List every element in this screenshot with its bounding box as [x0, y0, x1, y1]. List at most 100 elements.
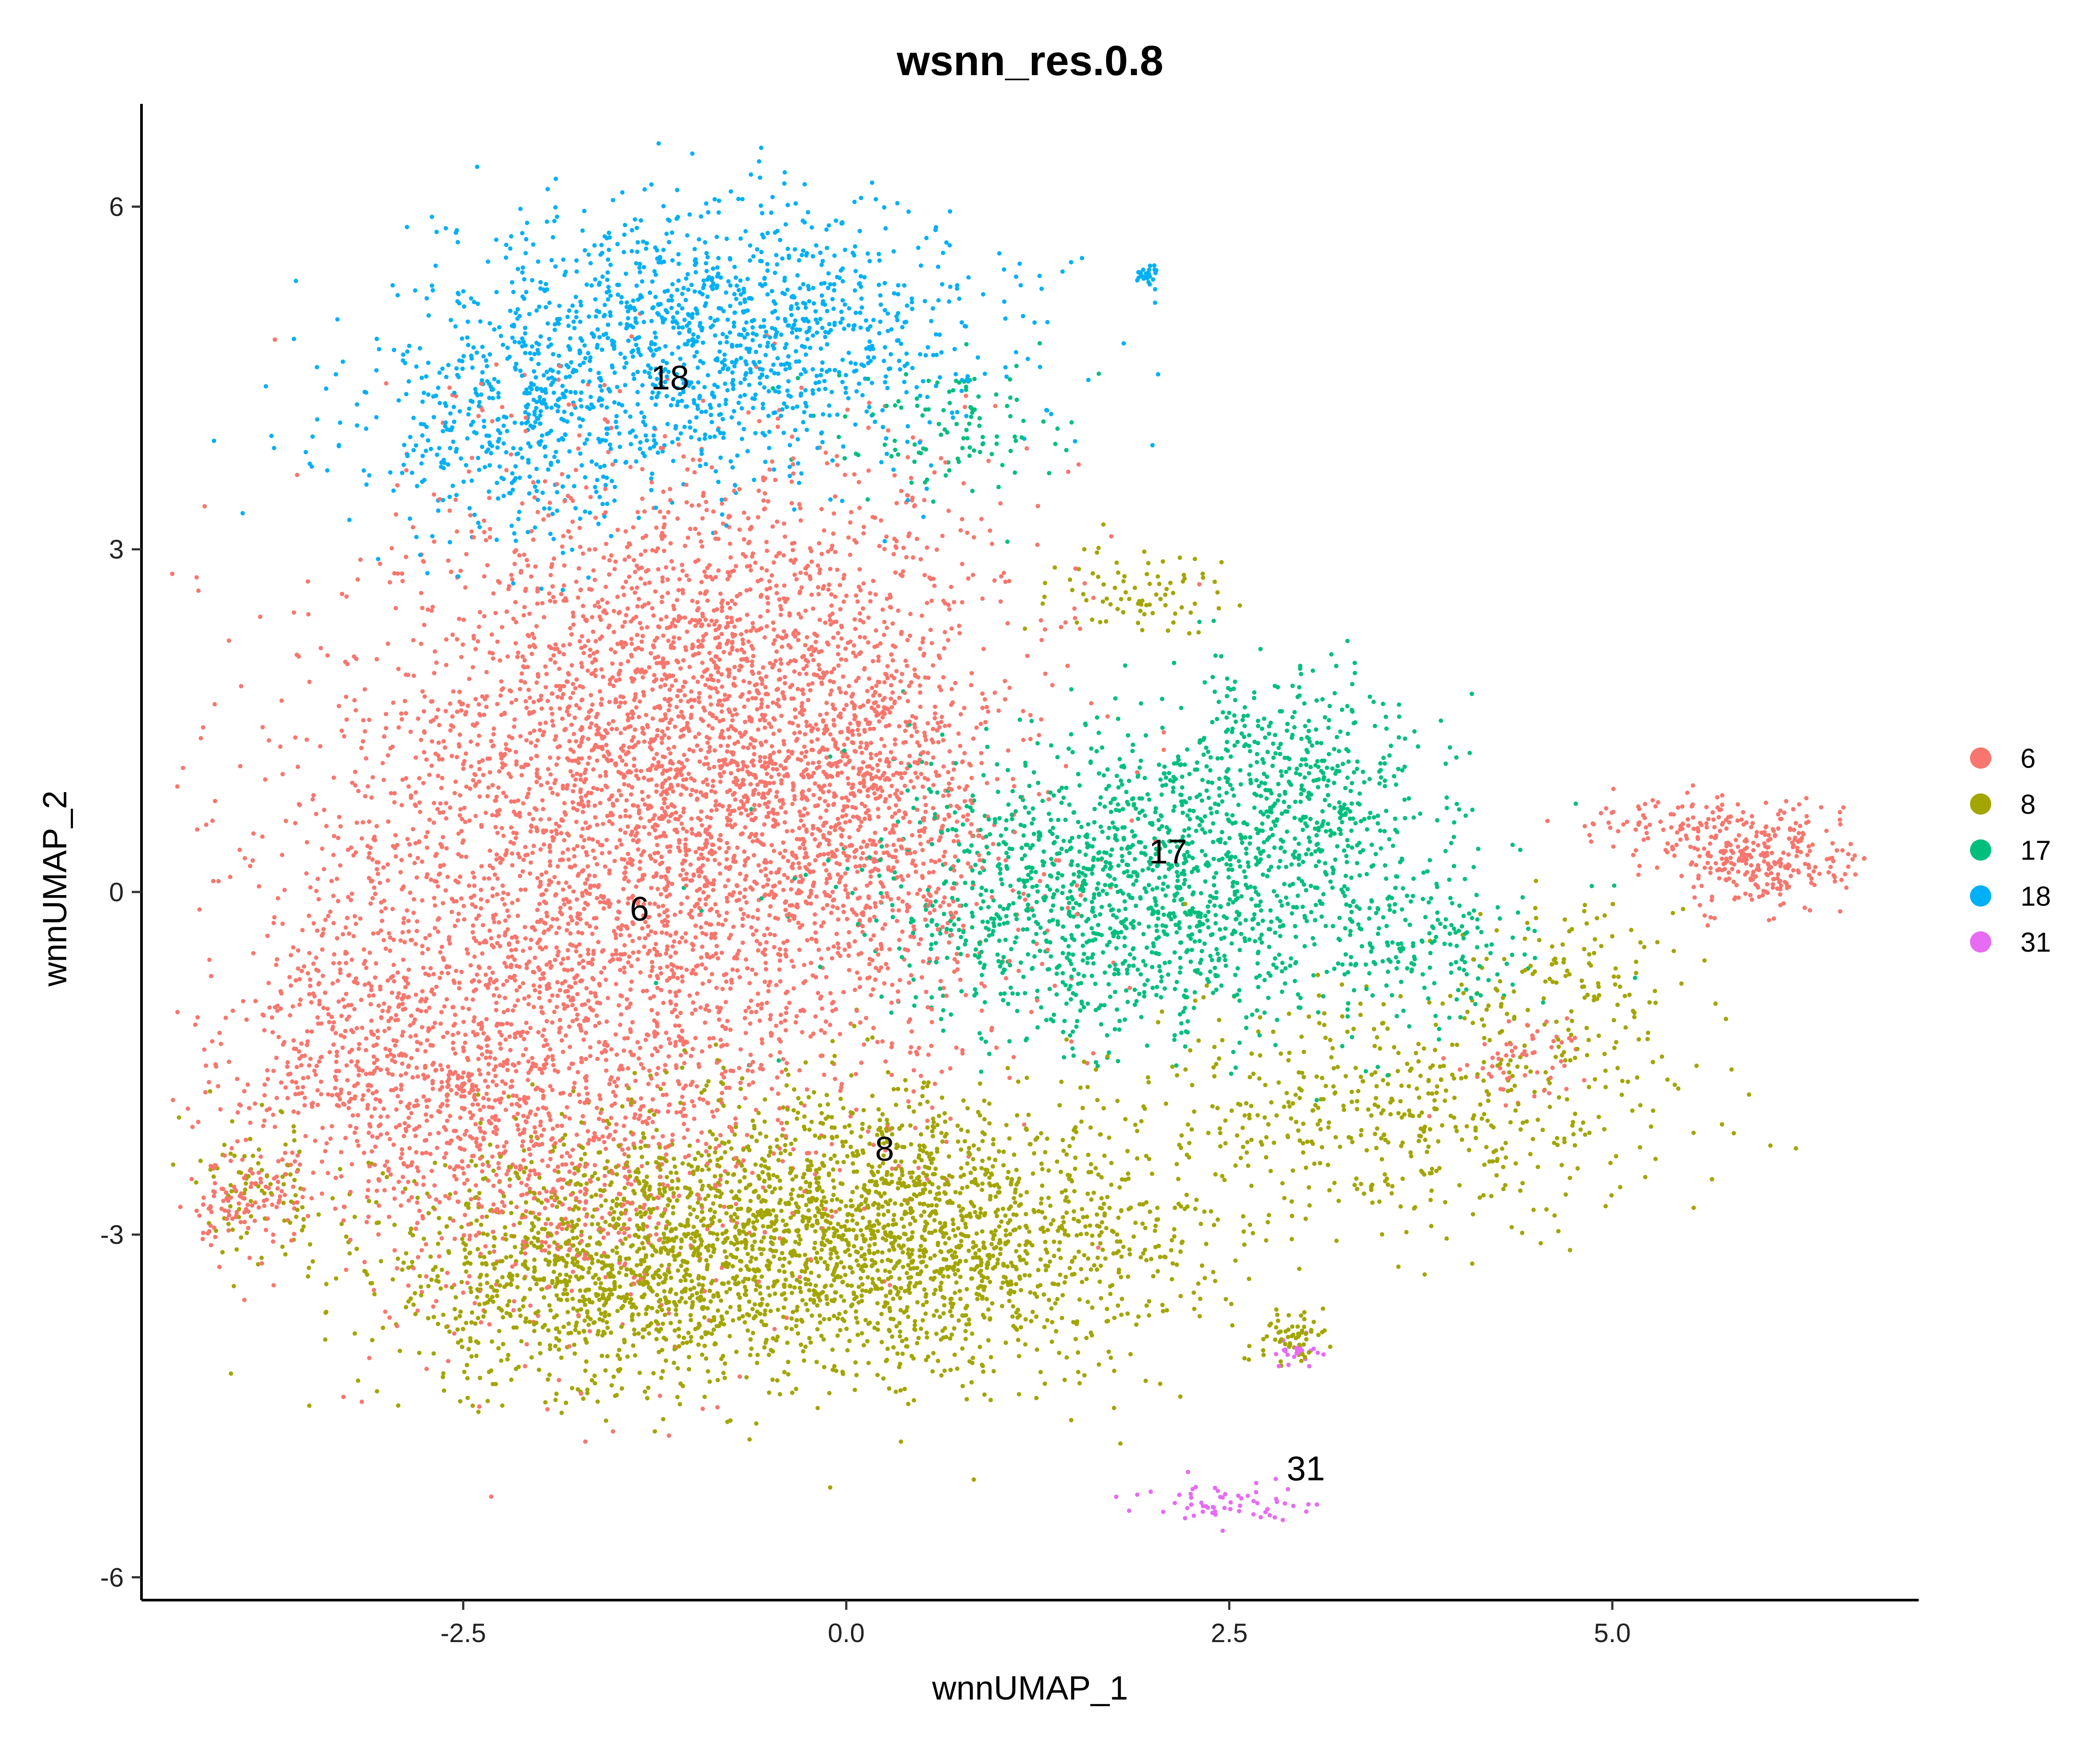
point-cluster-8	[468, 1285, 473, 1290]
point-cluster-6	[740, 923, 745, 928]
point-cluster-8	[1072, 1189, 1077, 1193]
point-cluster-6	[419, 641, 424, 646]
point-cluster-8	[1439, 1123, 1444, 1128]
point-cluster-8	[796, 1331, 800, 1336]
point-cluster-8	[1046, 1168, 1051, 1173]
point-cluster-6	[1105, 714, 1110, 719]
point-cluster-8	[1158, 1381, 1163, 1386]
point-cluster-18	[721, 435, 726, 440]
point-cluster-8	[1061, 1220, 1066, 1224]
point-cluster-8	[1583, 1132, 1588, 1137]
point-cluster-6	[819, 1028, 824, 1033]
point-cluster-6	[386, 1215, 391, 1219]
point-cluster-17	[1435, 910, 1440, 915]
point-cluster-17	[1266, 814, 1271, 819]
point-cluster-6	[616, 899, 621, 904]
point-cluster-6	[561, 887, 565, 892]
point-cluster-6	[272, 337, 277, 342]
point-cluster-6	[288, 983, 293, 988]
point-cluster-8	[1547, 1105, 1552, 1109]
point-cluster-6	[748, 568, 753, 573]
point-cluster-18	[693, 428, 698, 433]
point-cluster-8	[584, 1359, 589, 1364]
point-cluster-18	[948, 284, 953, 289]
point-cluster-8	[1045, 1227, 1050, 1232]
point-cluster-18	[651, 433, 656, 438]
point-cluster-8	[1063, 1188, 1068, 1193]
point-cluster-6	[848, 721, 853, 726]
point-cluster-8	[1523, 936, 1527, 941]
point-cluster-6	[870, 686, 874, 690]
point-cluster-18	[807, 299, 812, 304]
point-cluster-8	[672, 1300, 676, 1304]
point-cluster-17	[1426, 996, 1431, 1001]
point-cluster-6	[668, 933, 673, 938]
point-cluster-18	[681, 381, 686, 386]
point-cluster-6	[928, 911, 932, 915]
point-cluster-18	[782, 181, 787, 186]
point-cluster-6	[476, 1088, 481, 1093]
point-cluster-18	[886, 366, 891, 371]
point-cluster-6	[391, 700, 396, 705]
point-cluster-8	[1493, 987, 1498, 991]
point-cluster-17	[986, 905, 991, 910]
point-cluster-8	[515, 1285, 520, 1289]
point-cluster-18	[613, 459, 618, 464]
point-cluster-8	[735, 1240, 740, 1245]
point-cluster-17	[1197, 619, 1202, 624]
point-cluster-8	[474, 1353, 479, 1358]
point-cluster-18	[892, 291, 897, 296]
point-cluster-6	[958, 712, 963, 717]
point-cluster-6	[751, 932, 756, 937]
point-cluster-8	[1554, 1019, 1559, 1024]
point-cluster-8	[1274, 1113, 1279, 1118]
point-cluster-17	[1008, 414, 1013, 419]
point-cluster-6	[828, 567, 832, 572]
point-cluster-8	[1338, 1144, 1342, 1149]
point-cluster-6	[929, 1044, 934, 1048]
point-cluster-18	[931, 306, 935, 311]
point-cluster-17	[1349, 828, 1354, 833]
point-cluster-8	[852, 1387, 857, 1392]
point-cluster-17	[947, 400, 952, 405]
point-cluster-18	[420, 399, 425, 404]
point-cluster-8	[933, 1166, 938, 1171]
point-cluster-18	[485, 364, 489, 369]
point-cluster-6	[1551, 1039, 1556, 1044]
point-cluster-8	[1135, 1156, 1140, 1161]
point-cluster-8	[1019, 1288, 1023, 1292]
point-cluster-18	[524, 237, 529, 242]
point-cluster-8	[977, 1248, 981, 1253]
point-cluster-6	[400, 571, 405, 576]
point-cluster-6	[489, 936, 494, 941]
point-cluster-6	[797, 826, 802, 831]
point-cluster-17	[1081, 865, 1086, 870]
point-cluster-6	[368, 901, 373, 906]
point-cluster-6	[412, 673, 416, 678]
point-cluster-8	[808, 1340, 813, 1345]
point-cluster-8	[851, 1227, 856, 1232]
point-cluster-8	[860, 1233, 865, 1238]
point-cluster-6	[1021, 738, 1026, 742]
point-cluster-18	[1003, 316, 1008, 321]
point-cluster-17	[1235, 966, 1240, 971]
point-cluster-6	[717, 758, 722, 763]
point-cluster-18	[955, 286, 959, 291]
point-cluster-6	[516, 1060, 521, 1065]
point-cluster-8	[672, 1156, 676, 1161]
point-cluster-8	[751, 1330, 756, 1335]
point-cluster-6	[364, 1220, 369, 1224]
point-cluster-8	[1710, 1177, 1714, 1182]
point-cluster-18	[795, 306, 800, 311]
point-cluster-6	[553, 599, 557, 604]
point-cluster-6	[504, 1108, 508, 1112]
point-cluster-8	[687, 1205, 692, 1210]
point-cluster-6	[447, 941, 452, 946]
point-cluster-6	[909, 973, 913, 978]
point-cluster-17	[995, 762, 1000, 767]
point-cluster-8	[1258, 1053, 1263, 1058]
point-cluster-18	[742, 335, 747, 340]
point-cluster-6	[344, 1063, 349, 1068]
point-cluster-8	[1028, 1290, 1033, 1295]
point-cluster-6	[727, 1086, 732, 1090]
